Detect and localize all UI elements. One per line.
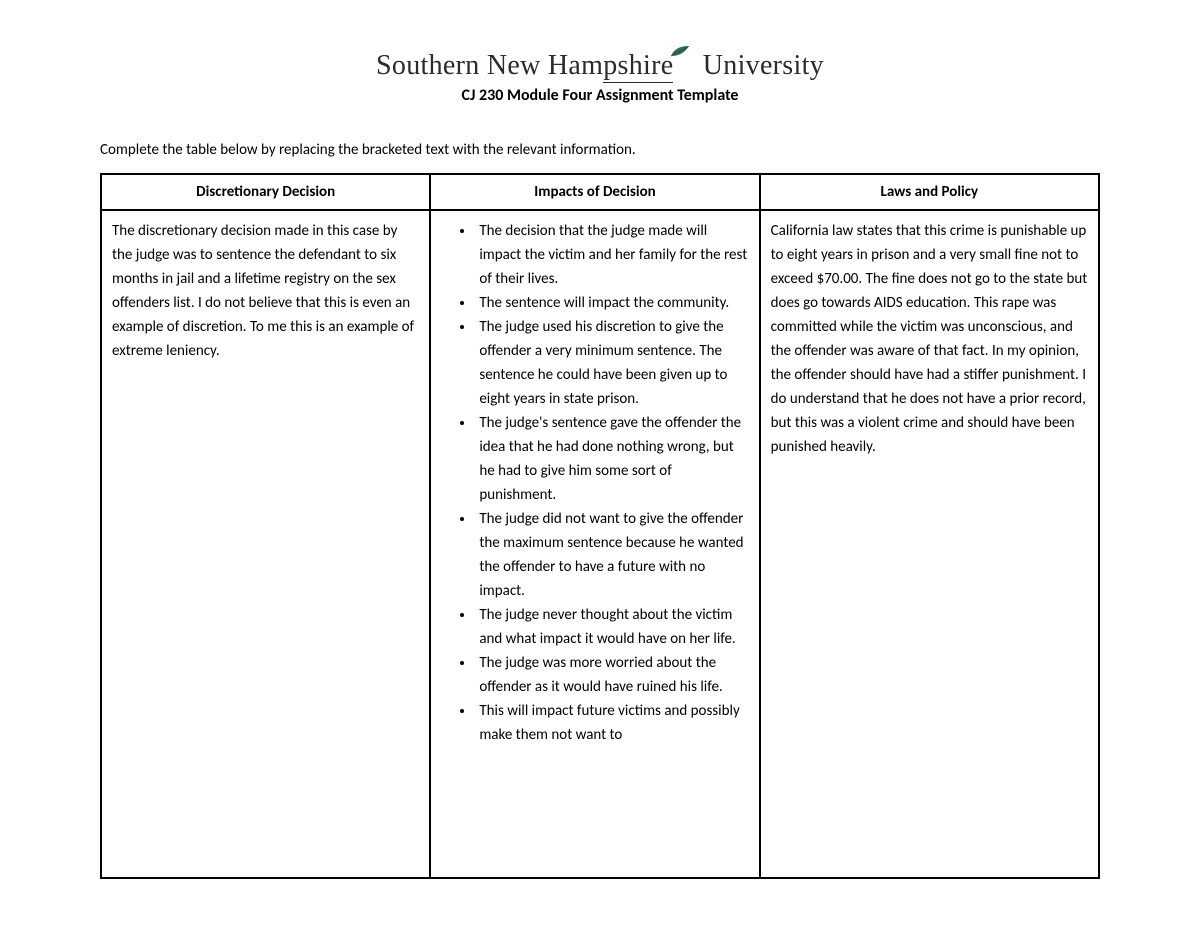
table-row: The discretionary decision made in this … [101,210,1099,878]
page-title: CJ 230 Module Four Assignment Template [100,86,1100,105]
assignment-table: Discretionary Decision Impacts of Decisi… [100,173,1100,879]
university-logo: Southern New Hampshire University [100,50,1100,82]
cell-discretionary: The discretionary decision made in this … [101,210,430,878]
document-page: Southern New Hampshire University CJ 230… [0,0,1200,879]
leaf-icon [669,34,691,65]
impacts-list: The decision that the judge made will im… [441,219,748,747]
list-item: The judge's sentence gave the offender t… [475,411,748,507]
list-item: The judge never thought about the victim… [475,603,748,651]
logo-underlined: pshire [603,50,673,83]
list-item: The sentence will impact the community. [475,291,748,315]
logo-suffix: University [695,50,824,81]
logo-text: Southern New Hampshire University [376,34,824,83]
table-header-row: Discretionary Decision Impacts of Decisi… [101,174,1099,210]
list-item: This will impact future victims and poss… [475,699,748,747]
header-discretionary: Discretionary Decision [101,174,430,210]
cell-impacts: The decision that the judge made will im… [430,210,759,878]
list-item: The judge was more worried about the off… [475,651,748,699]
list-item: The judge used his discretion to give th… [475,315,748,411]
list-item: The decision that the judge made will im… [475,219,748,291]
header-laws: Laws and Policy [760,174,1099,210]
logo-prefix: Southern New Ham [376,50,603,81]
instructions-text: Complete the table below by replacing th… [100,141,1100,159]
cell-laws: California law states that this crime is… [760,210,1099,878]
header-impacts: Impacts of Decision [430,174,759,210]
list-item: The judge did not want to give the offen… [475,507,748,603]
